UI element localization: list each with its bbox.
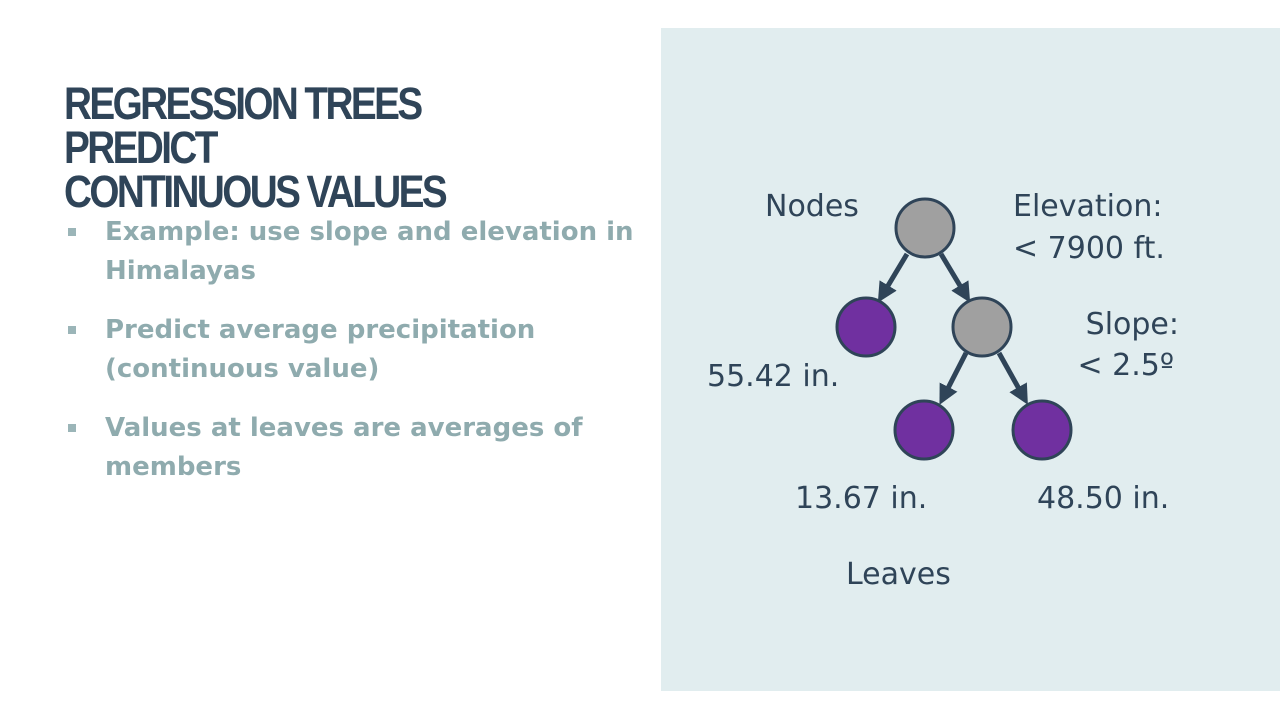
root-node-elevation [894,197,956,259]
edge-root-to-slope-node [938,252,971,303]
slope-split-value: < 2.5º [1077,348,1174,383]
bullet-text: Values at leaves are averages of members [105,413,583,482]
edge-root-to-left-leaf [877,252,910,303]
edge-slope-to-right-leaf [996,351,1028,405]
slide-title: REGRESSION TREES PREDICT CONTINUOUS VALU… [64,78,546,217]
title-line-2: CONTINUOUS VALUES [64,166,448,217]
diagram-panel: Nodes Elevation: < 7900 ft. Slope: < 2.5… [661,28,1280,691]
nodes-label: Nodes [765,189,859,224]
bullet-list: Example: use slope and elevation in Hima… [64,213,634,507]
bullet-item: Values at leaves are averages of members [64,409,634,487]
leaves-label: Leaves [846,557,951,592]
leaf-node-middle [893,399,955,461]
leaf-value-right: 48.50 in. [1037,481,1170,516]
bullet-text: Predict average precipitation (continuou… [105,315,536,384]
square-bullet-icon [68,228,76,236]
leaf-value-middle: 13.67 in. [795,481,928,516]
tree-diagram [835,197,1073,461]
square-bullet-icon [68,326,76,334]
elevation-split-value: < 7900 ft. [1013,231,1165,266]
internal-node-slope [951,296,1013,358]
leaf-node-right [1011,399,1073,461]
bullet-item: Example: use slope and elevation in Hima… [64,213,634,291]
square-bullet-icon [68,424,76,432]
slope-split-label: Slope: [1085,307,1179,342]
edge-slope-to-middle-leaf [939,351,969,405]
elevation-split-label: Elevation: [1013,189,1163,224]
bullet-text: Example: use slope and elevation in Hima… [105,217,634,286]
leaf-value-left: 55.42 in. [707,359,840,394]
leaf-node-left [835,296,897,358]
bullet-item: Predict average precipitation (continuou… [64,311,634,389]
title-line-1: REGRESSION TREES PREDICT [64,78,423,173]
